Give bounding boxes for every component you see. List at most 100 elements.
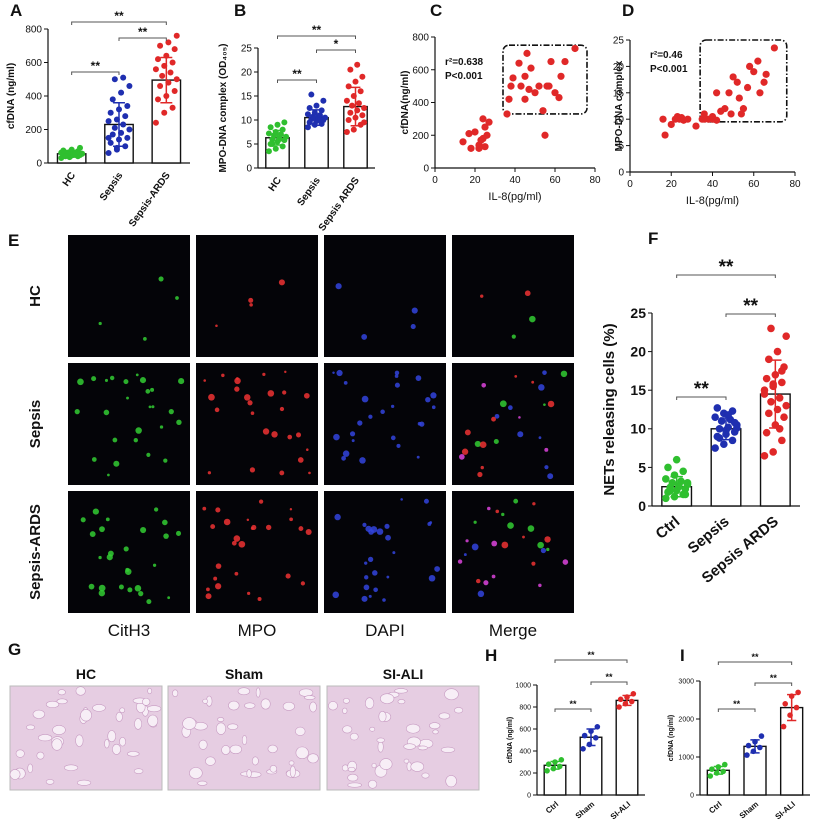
cell: [341, 455, 346, 461]
cell: [257, 596, 262, 601]
y-tick-label: 5: [638, 459, 646, 475]
data-point: [481, 143, 489, 151]
cell: [480, 294, 484, 298]
cell: [543, 403, 546, 406]
column-label: DAPI: [365, 621, 405, 640]
cell: [98, 555, 102, 560]
y-axis-label: cfDNA (ng/ml): [507, 717, 514, 763]
data-point: [318, 107, 325, 114]
data-point: [345, 83, 352, 90]
annotation: P<0.001: [445, 71, 483, 82]
data-point: [304, 124, 311, 131]
alveolus: [37, 734, 53, 742]
error-bar: [550, 760, 560, 770]
significance-label: **: [751, 652, 759, 662]
cell: [531, 380, 535, 384]
data-point: [126, 82, 133, 89]
alveolus: [376, 737, 385, 743]
x-tick-label: 20: [469, 175, 481, 186]
cell: [359, 457, 366, 464]
significance-bracket: [590, 681, 628, 685]
cell: [127, 587, 133, 593]
cell: [163, 533, 169, 539]
data-point: [662, 475, 670, 483]
data-point: [758, 733, 765, 739]
x-tick-label: HC: [61, 170, 78, 188]
data-point: [60, 147, 67, 154]
significance-bracket: [717, 708, 756, 712]
cell: [300, 581, 306, 586]
panel-label: I: [680, 646, 685, 665]
y-tick-label: 600: [519, 726, 531, 733]
cell: [163, 458, 168, 463]
alveolus: [227, 723, 239, 730]
data-point: [594, 724, 601, 730]
data-point: [743, 83, 752, 92]
data-point: [728, 436, 737, 445]
data-point: [359, 73, 366, 80]
cell: [491, 416, 496, 422]
cell: [249, 467, 256, 473]
data-point: [782, 701, 789, 707]
error-bar: [719, 417, 733, 441]
data-point: [525, 85, 533, 93]
y-tick-label: 0: [246, 164, 252, 175]
x-tick-label: Sham: [574, 800, 596, 820]
data-point: [479, 115, 487, 123]
alveolus: [432, 729, 439, 735]
significance-label: **: [605, 672, 613, 682]
alveolus: [405, 723, 421, 734]
significance-label: **: [91, 59, 101, 73]
cell: [491, 574, 496, 579]
data-point: [79, 150, 86, 157]
data-point: [666, 486, 674, 495]
cell: [361, 395, 369, 403]
image-title: SI-ALI: [383, 666, 423, 682]
cell: [507, 405, 513, 411]
cell: [493, 438, 499, 445]
cell: [215, 507, 221, 513]
cell: [357, 420, 363, 426]
data-point: [721, 761, 728, 768]
row-label: Sepsis-ARDS: [27, 504, 44, 600]
data-point: [733, 78, 741, 86]
significance-label: *: [334, 37, 339, 51]
x-axis-label: IL-8(pg/ml): [686, 195, 739, 207]
data-point: [725, 89, 733, 97]
y-tick-label: 200: [412, 131, 429, 142]
alveolus: [107, 730, 117, 743]
data-point: [616, 704, 622, 710]
data-point: [459, 138, 467, 146]
alveolus: [215, 722, 227, 735]
y-axis-label: cfDNA(ng/ml): [400, 71, 411, 135]
alveolus: [288, 760, 295, 766]
row-label: Sepsis: [27, 400, 44, 448]
cell: [103, 409, 110, 416]
alveolus: [27, 763, 34, 773]
data-point: [105, 149, 112, 156]
cell: [74, 409, 80, 415]
y-tick-label: 0: [690, 792, 694, 799]
alveolus: [267, 744, 278, 754]
cell: [146, 599, 152, 605]
data-point: [322, 114, 329, 121]
x-tick-label: 60: [549, 175, 561, 186]
significance-bracket: [725, 313, 776, 317]
data-point: [535, 82, 543, 90]
cell: [474, 440, 481, 448]
alveolus: [146, 705, 162, 713]
data-point: [120, 74, 127, 81]
alveolus: [189, 767, 203, 779]
micrograph: [324, 491, 446, 613]
cell: [247, 400, 253, 406]
error-bar: [670, 475, 683, 498]
cell: [162, 519, 168, 526]
data-point: [126, 126, 133, 133]
panel-label: C: [430, 1, 442, 20]
cell: [215, 563, 222, 569]
data-point: [775, 394, 784, 402]
alveolus: [342, 698, 350, 704]
significance-label: **: [312, 23, 322, 37]
cell: [148, 405, 152, 409]
